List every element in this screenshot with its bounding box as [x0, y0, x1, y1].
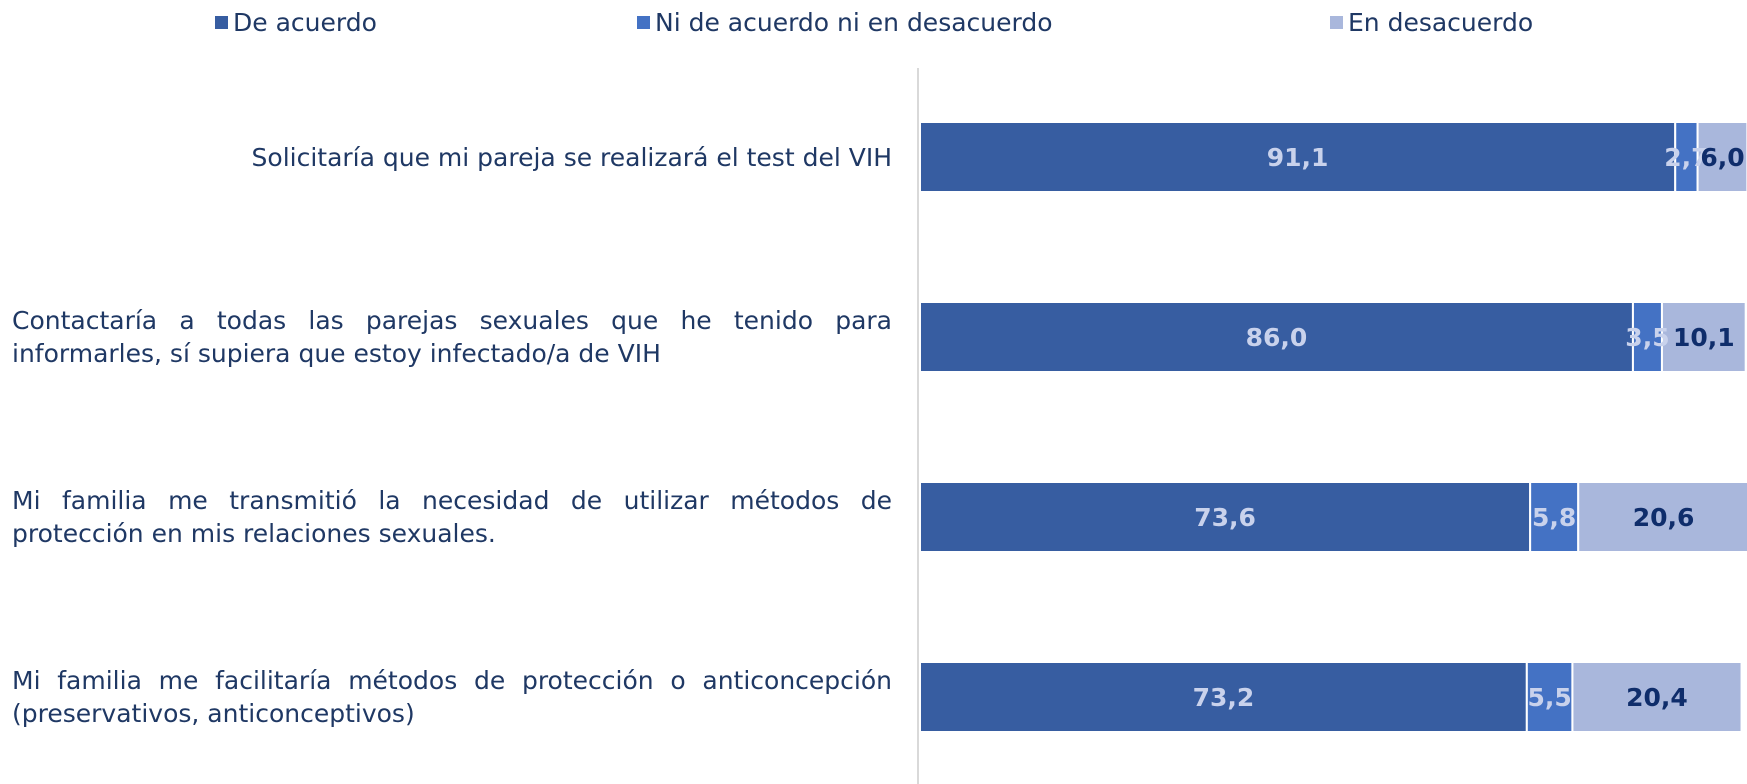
data-label: 10,1	[1673, 323, 1735, 352]
data-label: 86,0	[1246, 323, 1308, 352]
bar-segment	[1696, 121, 1747, 193]
legend-label: De acuerdo	[233, 8, 377, 37]
bar-segment	[1529, 481, 1580, 553]
data-label: 5,8	[1532, 503, 1576, 532]
legend-swatch	[215, 16, 228, 29]
data-label: 73,2	[1193, 683, 1255, 712]
data-label: 5,5	[1527, 683, 1571, 712]
data-label: 6,0	[1700, 143, 1744, 172]
legend-swatch	[637, 16, 650, 29]
data-label: 3,5	[1625, 323, 1669, 352]
legend-swatch	[1330, 16, 1343, 29]
category-label: Mi familia me facilitaría métodos de pro…	[12, 666, 892, 728]
data-label: 2,7	[1664, 143, 1708, 172]
legend-item: Ni de acuerdo ni en desacuerdo	[637, 8, 1053, 37]
category-label: Mi familia me transmitió la necesidad de…	[12, 486, 892, 548]
data-label: 20,4	[1626, 683, 1688, 712]
data-label: 20,6	[1633, 503, 1695, 532]
data-label: 73,6	[1194, 503, 1256, 532]
data-label: 91,1	[1267, 143, 1329, 172]
legend-item: De acuerdo	[215, 8, 377, 37]
bar-segment	[1525, 661, 1574, 733]
category-label: Solicitaría que mi pareja se realizará e…	[251, 142, 892, 172]
bar-segment	[919, 661, 1528, 733]
bar-segment	[1577, 481, 1747, 553]
legend-label: Ni de acuerdo ni en desacuerdo	[655, 8, 1053, 37]
category-label: Contactaría a todas las parejas sexuales…	[12, 306, 892, 368]
bar-segment	[1631, 301, 1663, 373]
legend-label: En desacuerdo	[1348, 8, 1534, 37]
legend-item: En desacuerdo	[1330, 8, 1533, 37]
bar-segment	[1571, 661, 1743, 733]
bar-segment	[919, 301, 1634, 373]
bar-segment	[1660, 301, 1747, 373]
